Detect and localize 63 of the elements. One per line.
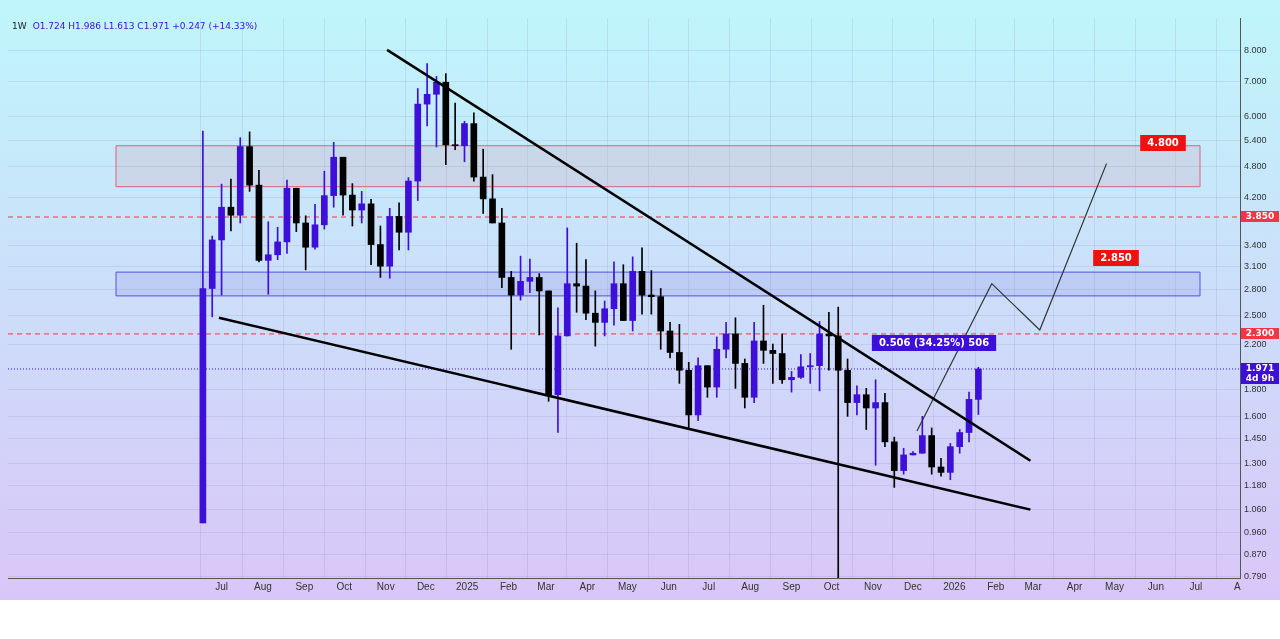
- x-tick-label: May: [1105, 580, 1124, 592]
- x-tick-label: Feb: [499, 580, 518, 592]
- x-tick-label: Nov: [376, 580, 395, 592]
- x-tick-label: Sep: [295, 580, 314, 592]
- candlestick: [507, 271, 515, 350]
- y-tick-label: 2.500: [1244, 309, 1267, 320]
- x-tick-label: Jul: [215, 580, 228, 592]
- y-tick-label: 1.600: [1244, 410, 1267, 421]
- chart-subtitle: O1.724 H1.986 L1.613 C1.971 +0.247 (+14.33%): [32, 21, 258, 31]
- candlestick: [526, 258, 534, 293]
- y-tick-label: 1.800: [1244, 384, 1267, 395]
- annotation: 2.850: [1100, 251, 1132, 263]
- x-tick-label: Jun: [660, 580, 677, 592]
- x-tick-label: Apr: [579, 580, 596, 592]
- x-tick-label: May: [617, 580, 637, 592]
- y-tick-label: 5.400: [1244, 134, 1267, 145]
- x-tick-label: Aug: [741, 580, 760, 592]
- y-tick-label: 1.180: [1244, 479, 1267, 490]
- y-tick-label: 6.000: [1244, 110, 1267, 121]
- x-tick-label: Jun: [1147, 580, 1164, 592]
- annotation: 0.506 (34.25%) 506: [878, 336, 990, 348]
- x-tick-label: Dec: [416, 580, 435, 592]
- x-tick-label: Sep: [782, 580, 801, 592]
- candlestick: [451, 102, 459, 150]
- y-tick-label: 0.790: [1244, 571, 1267, 582]
- candlestick: [227, 178, 235, 232]
- y-tick-label: 1.450: [1244, 433, 1267, 444]
- ref-line-label: 1.971 4d 9h: [1245, 363, 1275, 384]
- annotation: 4.800: [1147, 136, 1179, 148]
- y-tick-label: 3.100: [1244, 260, 1267, 271]
- y-tick-label: 3.400: [1244, 239, 1267, 250]
- x-tick-label: 2025: [456, 580, 479, 592]
- x-tick-label: Feb: [987, 580, 1005, 592]
- x-tick-label: Jul: [702, 580, 716, 592]
- candlestick: [264, 221, 272, 295]
- ref-line-label: 3.850: [1245, 211, 1275, 222]
- x-tick-label: Oct: [336, 580, 353, 592]
- y-tick-label: 7.000: [1244, 75, 1267, 86]
- x-tick-label: Jul: [1189, 580, 1203, 592]
- y-tick-label: 2.200: [1244, 338, 1267, 349]
- candlestick: [591, 290, 599, 347]
- x-tick-label: Apr: [1066, 580, 1083, 592]
- y-tick-label: 0.870: [1244, 549, 1267, 560]
- y-tick-label: 2.800: [1244, 283, 1267, 294]
- x-tick-label: 2026: [943, 580, 966, 592]
- x-tick-label: Nov: [864, 580, 882, 592]
- y-tick-label: 0.960: [1244, 526, 1267, 537]
- x-tick-label: Mar: [537, 580, 556, 592]
- y-tick-label: 4.200: [1244, 191, 1267, 202]
- x-tick-label: Oct: [823, 580, 840, 592]
- x-tick-label: A: [1233, 580, 1241, 592]
- ref-line-label: 2.300: [1245, 328, 1275, 339]
- x-tick-label: Mar: [1024, 580, 1043, 592]
- y-tick-label: 1.060: [1244, 504, 1267, 515]
- x-tick-label: Aug: [254, 580, 272, 592]
- chart-title: 1W: [12, 21, 27, 31]
- x-tick-label: Dec: [904, 580, 922, 592]
- y-tick-label: 8.000: [1244, 45, 1267, 56]
- y-tick-label: 4.800: [1244, 161, 1267, 172]
- candlestick: [358, 191, 366, 224]
- candlestick: [769, 343, 777, 384]
- y-tick-label: 1.300: [1244, 457, 1267, 468]
- candlestick: [535, 273, 543, 336]
